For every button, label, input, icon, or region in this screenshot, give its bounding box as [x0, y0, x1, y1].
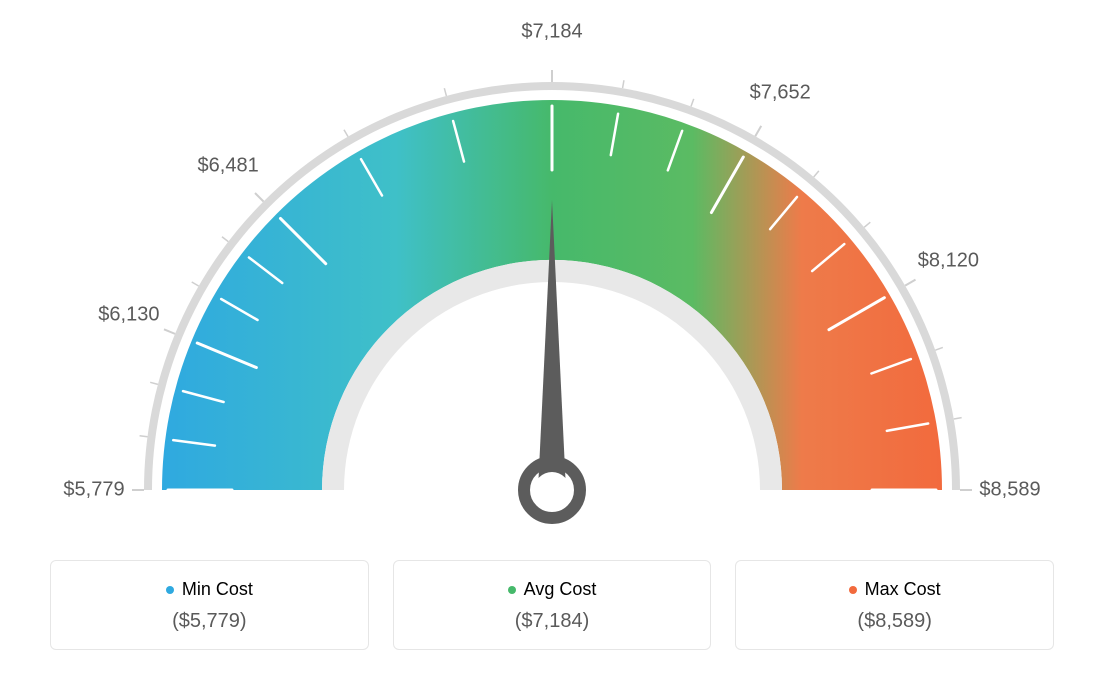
legend-dot-avg [508, 586, 516, 594]
legend-title-avg-text: Avg Cost [524, 579, 597, 600]
legend-dot-max [849, 586, 857, 594]
legend-value-avg: ($7,184) [406, 610, 699, 633]
legend-row: Min Cost ($5,779) Avg Cost ($7,184) Max … [20, 560, 1084, 650]
legend-title-min-text: Min Cost [182, 579, 253, 600]
legend-value-max: ($8,589) [748, 610, 1041, 633]
gauge-chart: $5,779 $6,130 $6,481 $7,184 $7,652 $8,120 $8,5… [20, 20, 1084, 540]
gauge-tick-label: $8,589 [979, 479, 1040, 502]
legend-title-avg: Avg Cost [508, 579, 597, 600]
gauge-tick-label: $6,481 [198, 155, 259, 178]
gauge-svg [20, 20, 1084, 560]
legend-title-max-text: Max Cost [865, 579, 941, 600]
legend-value-min: ($5,779) [63, 610, 356, 633]
legend-dot-min [166, 586, 174, 594]
gauge-tick-label: $7,184 [521, 21, 582, 44]
legend-card-max: Max Cost ($8,589) [735, 560, 1054, 650]
legend-card-avg: Avg Cost ($7,184) [393, 560, 712, 650]
gauge-tick-label: $7,652 [750, 81, 811, 104]
gauge-tick-label: $8,120 [918, 249, 979, 272]
legend-title-min: Min Cost [166, 579, 253, 600]
gauge-tick-label: $5,779 [63, 479, 124, 502]
gauge-tick-label: $6,130 [98, 303, 159, 326]
legend-card-min: Min Cost ($5,779) [50, 560, 369, 650]
legend-title-max: Max Cost [849, 579, 941, 600]
